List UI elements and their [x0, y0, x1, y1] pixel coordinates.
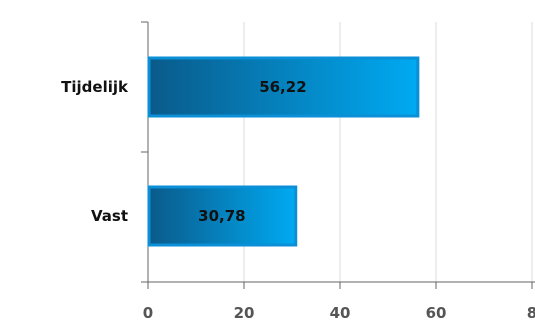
- x-tick-label-80: 8: [527, 304, 535, 322]
- x-tick-label-60: 60: [426, 304, 447, 322]
- labels: 0 20 40 60 8 Tijdelijk 56,22 Vast 30,78: [61, 78, 535, 322]
- value-label-vast: 30,78: [198, 207, 245, 225]
- category-label-vast: Vast: [91, 207, 128, 225]
- x-tick-label-20: 20: [234, 304, 255, 322]
- x-tick-label-40: 40: [330, 304, 351, 322]
- bar-vast: [147, 185, 298, 247]
- x-tick-label-0: 0: [143, 304, 153, 322]
- category-label-tijdelijk: Tijdelijk: [61, 78, 129, 96]
- bars: [147, 56, 420, 247]
- value-label-tijdelijk: 56,22: [259, 78, 306, 96]
- bar-tijdelijk: [147, 56, 420, 118]
